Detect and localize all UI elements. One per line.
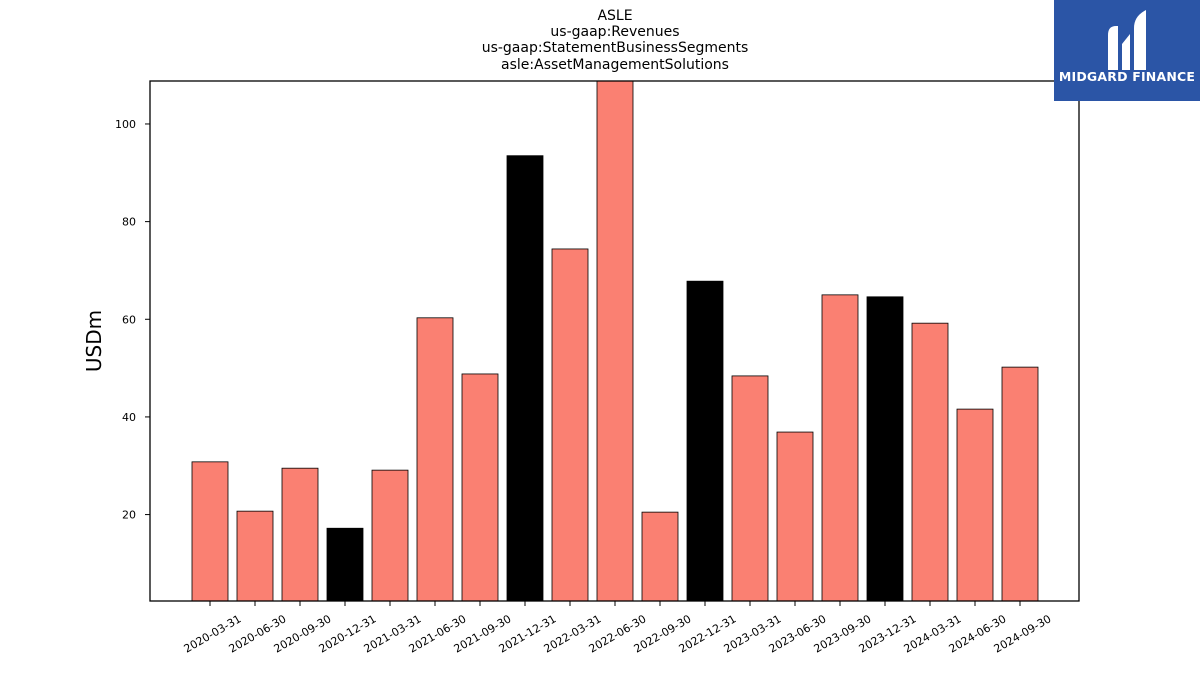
y-tick-label: 80 — [122, 216, 136, 229]
bars-group — [191, 80, 1039, 602]
bar-2023-03-31 — [731, 375, 769, 602]
chart-title: ASLE us-gaap:Revenues us-gaap:StatementB… — [482, 8, 749, 73]
bar-2021-12-31 — [506, 155, 544, 602]
y-tick-label: 40 — [122, 411, 136, 424]
y-tick-label: 60 — [122, 313, 136, 326]
y-axis: 20 40 60 80 100 — [115, 118, 150, 522]
bar-2020-03-31 — [191, 461, 229, 602]
y-tick-label: 100 — [115, 118, 136, 131]
plot-frame — [149, 80, 1080, 602]
x-axis: 2020-03-312020-06-302020-09-302020-12-31… — [182, 601, 1054, 656]
title-line-4: asle:AssetManagementSolutions — [501, 57, 729, 73]
bar-2021-06-30 — [416, 317, 454, 602]
bar-2022-03-31 — [551, 248, 589, 602]
bar-2023-12-31 — [866, 296, 904, 602]
logo-mark-icon — [1108, 10, 1146, 70]
bar-2024-09-30 — [1001, 366, 1039, 602]
title-line-3: us-gaap:StatementBusinessSegments — [482, 40, 749, 56]
title-line-2: us-gaap:Revenues — [550, 24, 679, 40]
bar-2021-03-31 — [371, 469, 409, 602]
bar-2020-09-30 — [281, 467, 319, 602]
bar-2023-09-30 — [821, 294, 859, 602]
title-line-1: ASLE — [597, 8, 632, 24]
bar-2020-12-31 — [326, 527, 364, 602]
midgard-logo: MIDGARD FINANCE — [1054, 0, 1200, 101]
bar-2023-06-30 — [776, 431, 814, 602]
bar-2024-06-30 — [956, 408, 994, 602]
bar-2021-09-30 — [461, 373, 499, 602]
bar-2022-12-31 — [686, 280, 724, 602]
y-tick-label: 20 — [122, 509, 136, 522]
bar-2024-03-31 — [911, 322, 949, 602]
bar-2022-06-30 — [596, 80, 634, 602]
bar-2022-09-30 — [641, 511, 679, 602]
bar-2020-06-30 — [236, 510, 274, 602]
y-axis-label: USDm — [82, 310, 106, 372]
logo-text: MIDGARD FINANCE — [1059, 69, 1195, 84]
